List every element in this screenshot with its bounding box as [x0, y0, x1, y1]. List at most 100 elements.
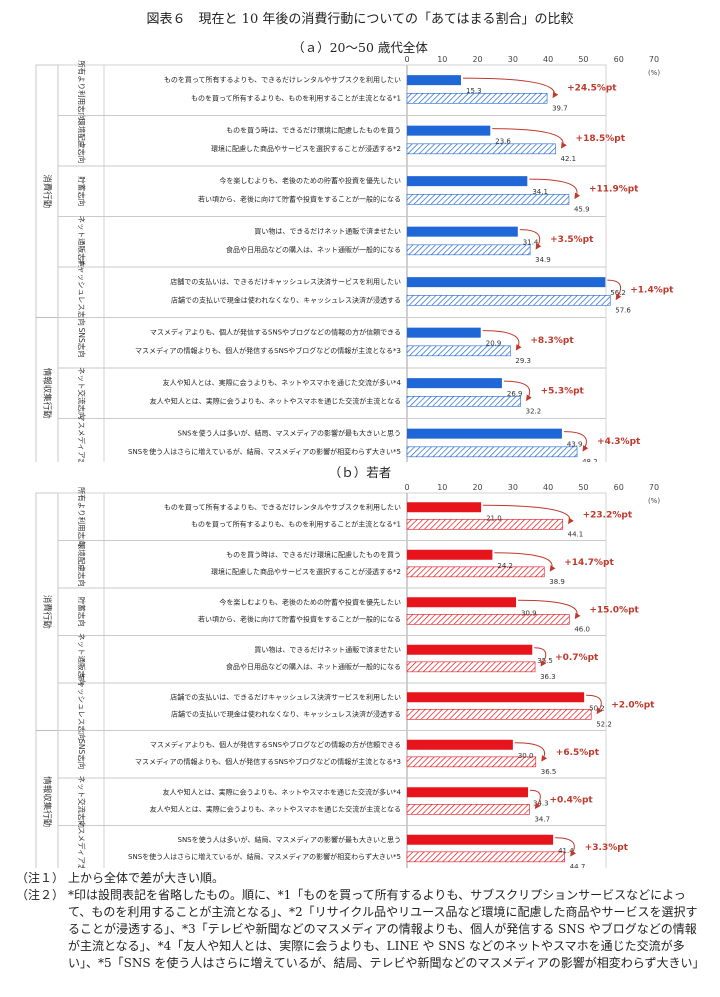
statement-current: 店舗での支払いは、できるだけキャッシュレス決済サービスを利用したい: [170, 277, 401, 286]
bar-future: [406, 295, 611, 306]
bar-future: [406, 851, 566, 863]
statement-current: 今を楽しむよりも、老後のための貯蓄や投資を優先したい: [219, 176, 401, 185]
diff-label: +6.5%pt: [556, 748, 600, 758]
group-frame: [57, 825, 607, 868]
diff-label: +0.7%pt: [555, 653, 599, 663]
diff-label: +5.3%pt: [541, 387, 585, 397]
statement-future: 食品や日用品などの購入は、ネット通販が一般的になる: [226, 245, 401, 254]
group-label: マスメディア志向: [77, 820, 87, 868]
diff-label: +3.5%pt: [550, 235, 594, 245]
value-label-current: 23.6: [495, 138, 511, 146]
change-arrow: [503, 380, 532, 402]
bar-current: [407, 277, 606, 288]
change-arrow: [529, 178, 581, 200]
value-label-future: 36.3: [540, 673, 556, 681]
statement-future: 若い頃から、老後に向けて貯蓄や投資をすることが一般的になる: [198, 194, 401, 203]
group-frame: [57, 115, 607, 167]
statement-future: マスメディアの情報よりも、個人が発信するSNSやブログなどの情報が主流となる*3: [135, 346, 401, 355]
statement-future: 若い頃から、老後に向けて貯蓄や投資をすることが一般的になる: [198, 614, 401, 623]
group-label: SNS志向: [77, 328, 87, 358]
value-label-future: 52.2: [596, 720, 612, 728]
chart-a-subtitle: （ａ）20～50 歳代全体: [292, 40, 428, 55]
group-frame: [57, 777, 607, 826]
statement-current: ものを買う時は、できるだけ環境に配慮したものを買う: [226, 126, 401, 135]
group-label: 所有より利用志向: [77, 487, 87, 547]
diff-label: +2.0%pt: [611, 700, 655, 710]
bar-future: [406, 566, 545, 578]
outer-group-label: 消費行動: [42, 174, 53, 208]
bar-future: [406, 446, 578, 458]
group-frame: [57, 492, 607, 541]
value-label-current: 31.4: [523, 239, 539, 247]
value-label-future: 32.2: [526, 407, 542, 415]
bar-future: [406, 244, 531, 256]
bar-future: [406, 804, 530, 815]
diff-label: +8.3%pt: [530, 336, 574, 346]
value-label-future: 42.1: [561, 155, 577, 163]
statement-future: ものを買って所有するよりも、ものを利用することが主流となる*1: [191, 519, 401, 528]
bar-current: [407, 739, 513, 750]
statement-future: SNSを使う人はさらに増えているが、結局、マスメディアの影響が相変わらず大きい*…: [128, 447, 401, 456]
value-label-future: 34.7: [534, 815, 550, 823]
value-label-current: 30.0: [518, 752, 534, 760]
bar-future: [406, 194, 570, 205]
change-arrow: [530, 789, 541, 810]
value-label-current: 30.9: [521, 609, 537, 617]
bar-current: [407, 125, 491, 136]
tick-label: 10: [437, 483, 447, 492]
tick-label: 60: [614, 55, 624, 64]
change-arrow: [483, 504, 574, 525]
statement-current: ものを買って所有するよりも、できるだけレンタルやサブスクを利用したい: [164, 502, 401, 511]
value-label-current: 34.3: [533, 799, 549, 807]
value-label-current: 15.3: [466, 87, 482, 95]
value-label-current: 21.0: [486, 514, 502, 522]
statement-current: 買い物は、できるだけネット通販で済ませたい: [254, 645, 401, 654]
change-arrow: [607, 279, 622, 301]
statement-current: SNSを使う人は多いが、結局、マスメディアの影響が最も大きいと思う: [178, 835, 402, 844]
group-frame: [57, 635, 607, 684]
bar-future: [406, 143, 556, 155]
value-label-future: 29.3: [515, 357, 531, 365]
bar-current: [407, 327, 481, 338]
bar-future: [406, 661, 536, 673]
value-label-future: 57.6: [615, 306, 631, 314]
statement-future: SNSを使う人はさらに増えているが、結局、マスメディアの影響が相変わらず大きい*…: [128, 852, 401, 861]
statement-current: 今を楽しむよりも、老後のための貯蓄や投資を優先したい: [219, 597, 401, 606]
value-label-future: 36.5: [541, 768, 557, 776]
statement-current: 買い物は、できるだけネット通販で済ませたい: [254, 227, 401, 236]
group-label: ネット交流志向: [77, 367, 87, 420]
diff-label: +0.4%pt: [549, 795, 593, 805]
bar-current: [407, 549, 493, 560]
bar-current: [407, 75, 461, 86]
value-label-future: 34.9: [535, 256, 551, 264]
group-frame: [57, 64, 607, 116]
value-label-current: 34.1: [532, 188, 548, 196]
group-frame: [57, 540, 607, 589]
group-frame: [57, 165, 607, 217]
bar-future: [406, 519, 563, 530]
value-label-future: 44.7: [570, 863, 586, 868]
statement-future: 環境に配慮した商品やサービスを選択することが浸透する*2: [211, 567, 401, 576]
bar-current: [407, 597, 517, 608]
group-label: キャッシュレス志向: [77, 259, 87, 326]
note-2: （注２） *印は設問表記を省略したもの。順に、*1「ものを買って所有するよりも、…: [16, 887, 706, 972]
change-arrow: [482, 330, 522, 351]
diff-label: +1.4%pt: [630, 286, 674, 296]
group-label: ネット通販志向: [77, 633, 87, 686]
value-label-current: 26.9: [507, 390, 523, 398]
statement-current: 友人や知人とは、実際に会うよりも、ネットやスマホを通じた交流が多い*4: [163, 378, 402, 387]
outer-group-label: 情報収集行動: [42, 368, 53, 419]
value-label-current: 56.2: [610, 289, 626, 297]
bar-current: [407, 226, 518, 237]
note-1: （注１） 上から全体で差が大きい順。: [16, 870, 706, 887]
bar-current: [407, 644, 533, 655]
bar-future: [406, 93, 548, 104]
tick-label: 50: [578, 483, 588, 492]
value-label-current: 20.9: [486, 340, 502, 348]
statement-current: 友人や知人とは、実際に会うよりも、ネットやスマホを通じた交流が多い*4: [163, 787, 402, 796]
tick-label: 40: [543, 55, 553, 64]
group-label: 環境配慮志向: [77, 542, 87, 587]
value-label-future: 46.0: [574, 625, 590, 633]
tick-label: 50: [578, 55, 588, 64]
